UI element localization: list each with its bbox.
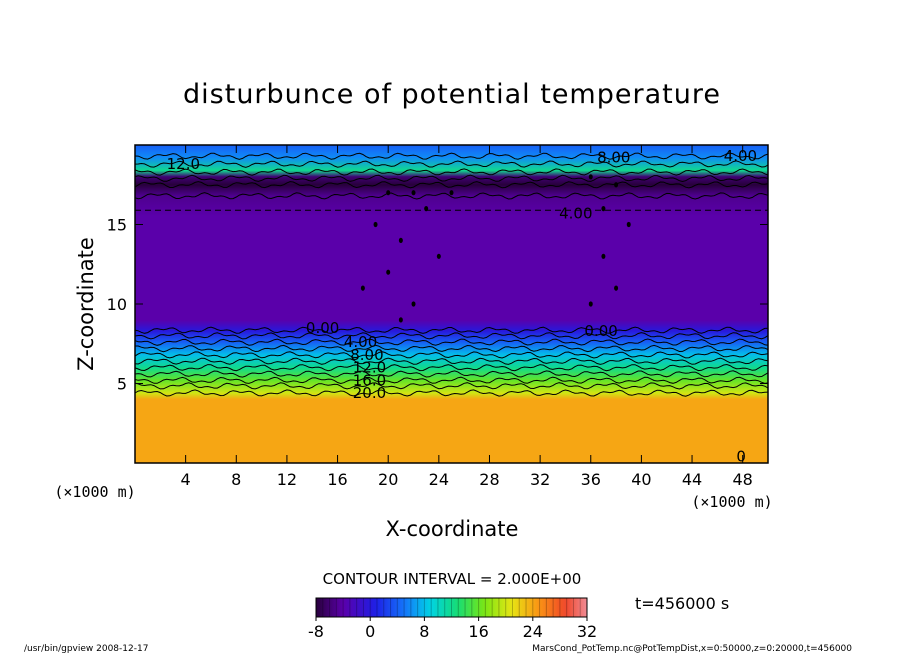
x-axis-right-unit: (×1000 m) [691,493,772,511]
y-axis: 5 10 15 [107,216,768,394]
contour-line [134,338,769,346]
contour-line [134,376,769,385]
contour-line [134,382,769,390]
contour-label: 0.00 [306,319,339,337]
y-tick-label: 10 [107,295,127,314]
footer-right: MarsCond_PotTemp.nc@PotTempDist,x=0:5000… [532,644,852,654]
contour-cell [373,221,378,228]
chart-title: disturbunce of potential temperature [183,79,721,110]
contour-cell [398,317,403,323]
contour-label: 4.00 [724,147,757,165]
colorbar-tick-label: -8 [308,622,324,641]
x-tick-label: 24 [429,470,449,489]
y-tick-label: 15 [107,216,127,235]
y-axis-label: Z-coordinate [74,237,98,371]
contour-cell [601,206,606,212]
contour-cell [614,182,619,188]
contour-cell [360,285,365,291]
contour-line [134,174,769,183]
colorbar-stripes [322,598,581,617]
contour-cell [588,301,593,307]
contour-line [134,363,769,372]
contour-label: 4.00 [559,204,592,222]
x-axis-label: X-coordinate [386,517,519,541]
contour-line [134,160,769,168]
colorbar-tick-label: 32 [577,622,597,641]
contour-labels: 12.00.004.008.0012.016.020.00.004.008.00… [167,147,757,466]
colorbar-tick-label: 24 [523,622,543,641]
heatmap-field [135,145,768,463]
contour-cell [386,190,391,196]
contour-cell [436,253,441,259]
time-label: t=456000 s [635,594,729,613]
contour-cell [449,190,454,196]
contour-label: 4.00 [344,333,377,351]
contour-cell [386,269,391,275]
contour-lines [134,152,769,397]
x-tick-label: 44 [682,470,702,489]
contour-line [134,357,769,365]
contour-label: 12.0 [167,155,200,173]
contour-cell [424,206,429,212]
contour-label: 0 [736,448,746,466]
contour-interval-label: CONTOUR INTERVAL = 2.000E+00 [323,570,582,588]
contour-label: 8.00 [350,346,383,364]
colorbar-ticks: -8 0 8 16 24 32 [308,617,597,641]
x-tick-label: 32 [530,470,550,489]
contour-cell [626,221,631,228]
colorbar [315,597,588,618]
y-tick-label: 5 [117,375,127,394]
contour-label: 8.00 [597,149,630,167]
contour-cell [614,285,619,291]
x-tick-label: 16 [327,470,347,489]
contour-cell [601,253,606,259]
contour-cell [411,301,416,307]
contour-line [135,344,769,353]
contour-line [134,181,769,189]
contour-line [134,168,769,176]
x-tick-label: 8 [231,470,241,489]
x-axis-left-unit: (×1000 m) [54,483,135,501]
footer-left: /usr/bin/gpview 2008-12-17 [24,644,148,654]
x-tick-label: 28 [479,470,499,489]
x-tick-label: 4 [181,470,191,489]
contour-label: 0.00 [584,322,617,340]
contour-cell [588,174,593,180]
colorbar-tick-label: 16 [468,622,488,641]
contour-line [134,152,769,160]
contour-line [134,370,769,378]
contour-line [134,326,769,334]
contour-label: 20.0 [353,384,386,402]
colorbar-tick-label: 8 [419,622,429,641]
x-tick-label: 40 [631,470,651,489]
x-tick-label: 48 [733,470,753,489]
contour-line [134,389,769,397]
contour-label: 12.0 [353,359,386,377]
x-axis: 4 8 12 16 20 24 28 32 36 40 44 48 [181,145,753,489]
contour-line [134,332,769,340]
contour-cell [398,237,403,243]
contour-label: 16.0 [353,371,386,389]
x-tick-label: 20 [378,470,398,489]
contour-cell [411,190,416,196]
x-tick-label: 36 [581,470,601,489]
colorbar-tick-label: 0 [365,622,375,641]
contour-line [134,351,769,359]
x-tick-label: 12 [277,470,297,489]
contour-line [134,192,769,200]
